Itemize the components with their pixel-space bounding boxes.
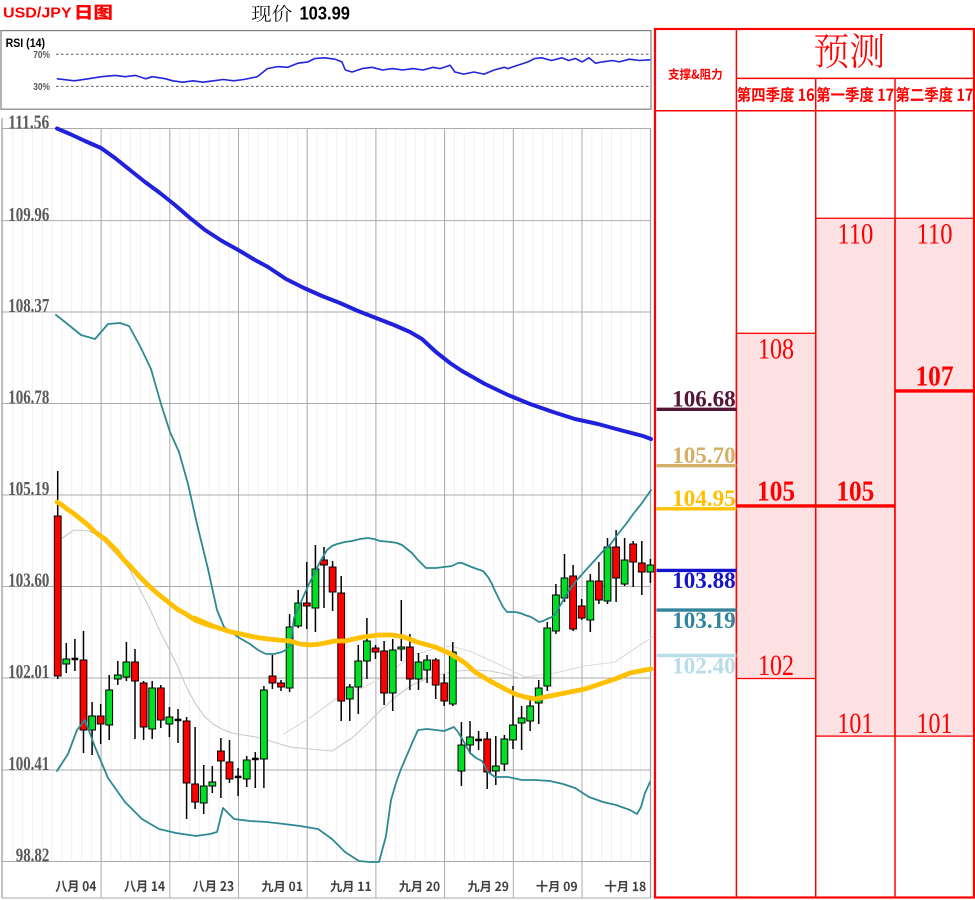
svg-text:102.01: 102.01: [8, 662, 49, 683]
svg-text:104.95: 104.95: [672, 486, 736, 511]
svg-text:105: 105: [836, 476, 874, 508]
svg-text:108: 108: [758, 332, 794, 365]
svg-text:105: 105: [757, 476, 795, 508]
svg-text:101: 101: [837, 707, 873, 740]
svg-text:109.96: 109.96: [8, 205, 49, 226]
svg-text:101: 101: [917, 707, 953, 740]
svg-text:100.41: 100.41: [8, 754, 49, 775]
svg-text:103.19: 103.19: [672, 608, 736, 633]
svg-text:70%: 70%: [33, 50, 50, 61]
svg-text:110: 110: [917, 217, 953, 250]
svg-text:102.40: 102.40: [672, 653, 736, 678]
svg-text:98.82: 98.82: [16, 846, 50, 867]
svg-text:USD/JPY: USD/JPY: [3, 6, 72, 22]
svg-text:102: 102: [758, 649, 794, 682]
svg-text:105.70: 105.70: [672, 443, 736, 468]
svg-text:105.19: 105.19: [8, 479, 49, 500]
svg-text:103.99: 103.99: [300, 4, 351, 24]
svg-text:RSI (14): RSI (14): [6, 38, 46, 50]
svg-text:106.78: 106.78: [8, 388, 49, 409]
svg-text:108.37: 108.37: [8, 296, 49, 317]
svg-text:110: 110: [837, 217, 873, 250]
svg-text:103.60: 103.60: [8, 571, 49, 592]
svg-text:106.68: 106.68: [672, 387, 736, 412]
svg-text:107: 107: [916, 361, 954, 393]
svg-text:103.88: 103.88: [672, 568, 736, 593]
svg-text:30%: 30%: [33, 82, 50, 93]
svg-text:111.56: 111.56: [8, 113, 49, 134]
